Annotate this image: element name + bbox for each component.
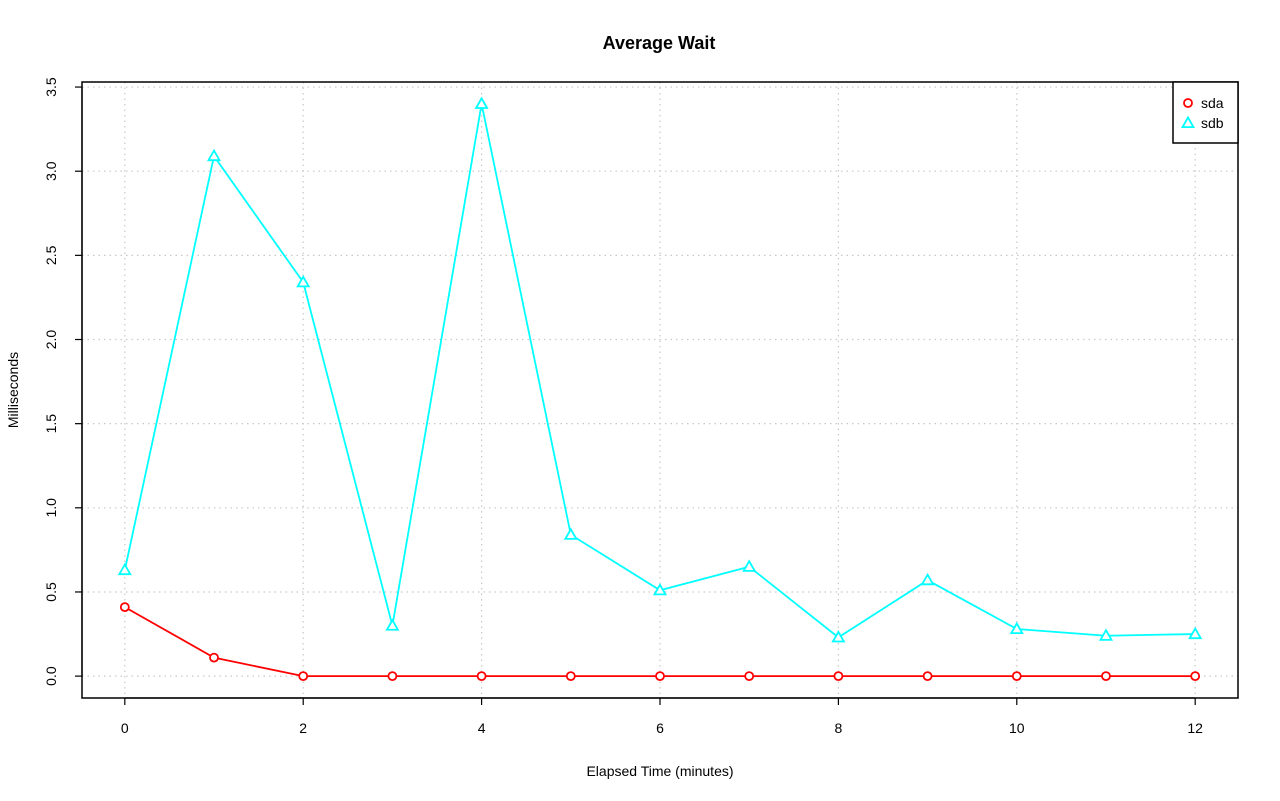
data-point-sda: [209, 652, 219, 663]
data-point-sdb: [296, 274, 311, 288]
series-layer: [117, 96, 1203, 682]
x-tick-label: 4: [478, 720, 486, 736]
data-point-sda: [1011, 671, 1022, 682]
y-tick-label: 1.5: [43, 414, 59, 434]
x-tick-label: 8: [834, 720, 842, 736]
y-tick-label: 0.5: [43, 582, 59, 602]
y-tick-label: 2.0: [43, 330, 59, 350]
grid: [82, 82, 1238, 698]
data-point-sdb: [474, 96, 489, 109]
x-tick-label: 0: [121, 720, 129, 736]
legend-label-sda: sda: [1201, 95, 1224, 111]
y-tick-label: 2.5: [43, 245, 59, 265]
data-point-sdb: [1098, 628, 1114, 641]
y-tick-label: 3.5: [43, 77, 59, 97]
data-point-sda: [744, 671, 755, 682]
legend-label-sdb: sdb: [1201, 115, 1224, 131]
data-point-sdb: [652, 582, 668, 596]
data-point-sdb: [385, 618, 400, 631]
series-line-sdb: [123, 103, 1196, 639]
data-point-sda: [1101, 671, 1111, 682]
x-tick-label: 6: [656, 720, 664, 736]
y-axis-label: Milliseconds: [5, 352, 21, 428]
data-point-sda: [387, 671, 398, 682]
data-point-sda: [922, 671, 933, 682]
data-point-sda: [655, 671, 665, 682]
y-tick-label: 1.0: [43, 498, 59, 518]
chart-title: Average Wait: [603, 33, 716, 53]
y-tick-label: 0.0: [43, 666, 59, 686]
legend-marker-sdb: [1180, 115, 1196, 129]
data-point-sdb: [117, 562, 132, 576]
data-point-sda: [1190, 671, 1201, 682]
y-tick-label: 3.0: [43, 161, 59, 181]
x-axis: 0 2 4 6 8 10 12: [121, 697, 1203, 736]
x-tick-label: 2: [299, 720, 307, 736]
data-point-sdb: [1188, 626, 1203, 640]
data-point-sda: [119, 602, 130, 613]
data-point-sdb: [831, 630, 846, 643]
data-point-sdb: [920, 572, 935, 586]
y-axis: 0.0 0.5 1.0 1.5 2.0 2.5 3.0 3.5: [43, 77, 83, 686]
data-point-sda: [298, 671, 309, 682]
data-point-sda: [565, 671, 576, 682]
legend-box: [1172, 81, 1239, 144]
data-point-sdb: [206, 148, 222, 162]
data-point-sda: [476, 671, 487, 682]
data-point-sdb: [563, 527, 578, 540]
data-point-sdb: [1009, 621, 1024, 635]
legend: sda sdb: [1172, 81, 1239, 144]
x-axis-label: Elapsed Time (minutes): [586, 763, 733, 779]
data-point-sda: [833, 671, 844, 682]
x-tick-label: 12: [1187, 720, 1203, 736]
legend-marker-sda: [1183, 98, 1193, 108]
data-point-sdb: [742, 559, 757, 572]
x-tick-label: 10: [1009, 720, 1025, 736]
